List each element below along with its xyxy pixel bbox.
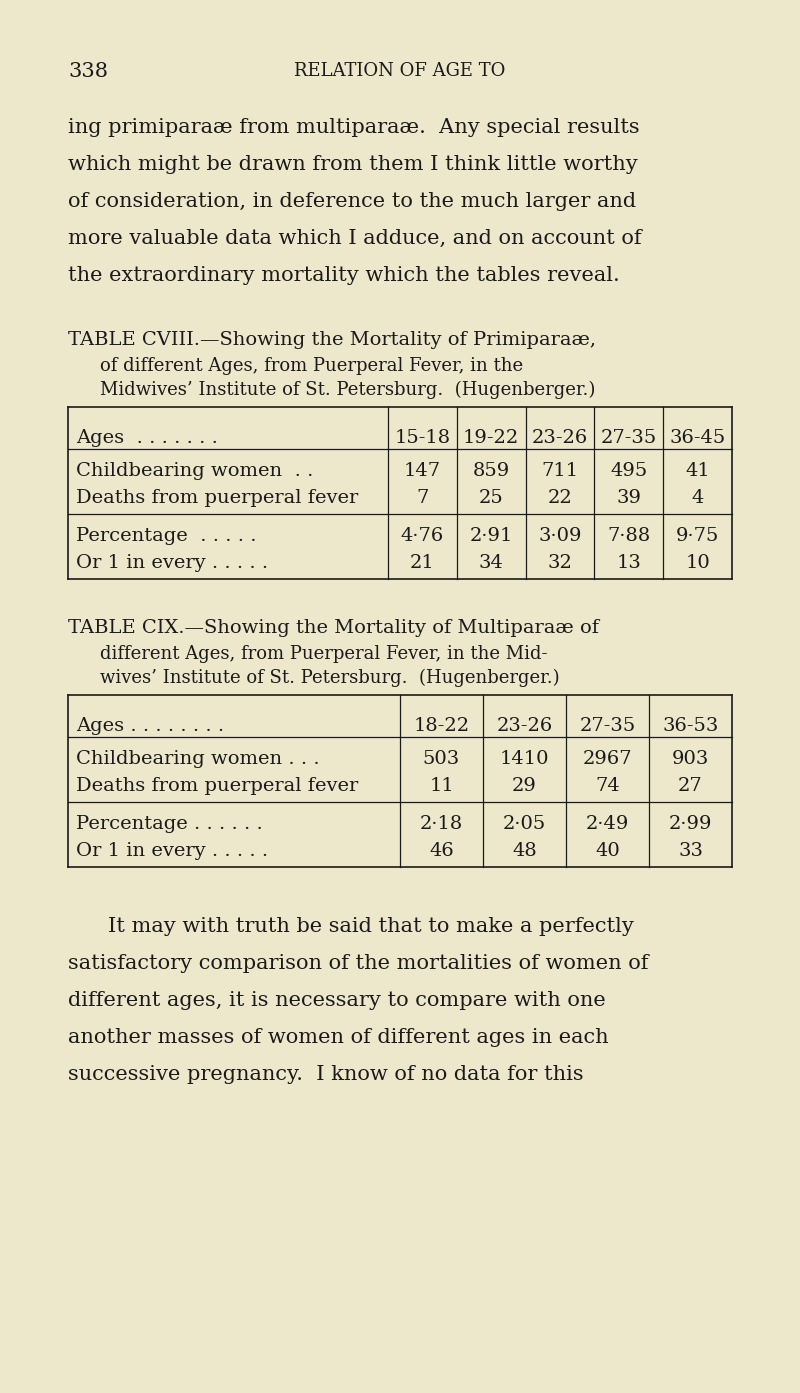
- Text: 2·99: 2·99: [669, 815, 712, 833]
- Text: 21: 21: [410, 554, 434, 573]
- Text: 48: 48: [512, 841, 537, 859]
- Text: 22: 22: [548, 489, 572, 507]
- Text: 3·09: 3·09: [538, 527, 582, 545]
- Text: 25: 25: [479, 489, 503, 507]
- Text: which might be drawn from them I think little worthy: which might be drawn from them I think l…: [68, 155, 638, 174]
- Text: 11: 11: [429, 777, 454, 795]
- Text: TABLE CIX.—Showing the Mortality of Multiparaæ of: TABLE CIX.—Showing the Mortality of Mult…: [68, 618, 599, 637]
- Text: 859: 859: [473, 462, 510, 481]
- Text: Deaths from puerperal fever: Deaths from puerperal fever: [76, 777, 358, 795]
- Text: 29: 29: [512, 777, 537, 795]
- Text: Or 1 in every . . . . .: Or 1 in every . . . . .: [76, 841, 268, 859]
- Text: 2·49: 2·49: [586, 815, 629, 833]
- Text: Childbearing women  . .: Childbearing women . .: [76, 462, 314, 481]
- Text: 495: 495: [610, 462, 647, 481]
- Text: 903: 903: [672, 749, 709, 768]
- Text: 34: 34: [478, 554, 504, 573]
- Text: 23-26: 23-26: [532, 429, 588, 447]
- Text: 2967: 2967: [582, 749, 632, 768]
- Text: wives’ Institute of St. Petersburg.  (Hugenberger.): wives’ Institute of St. Petersburg. (Hug…: [100, 669, 560, 687]
- Text: different ages, it is necessary to compare with one: different ages, it is necessary to compa…: [68, 990, 606, 1010]
- Text: 7·88: 7·88: [607, 527, 650, 545]
- Text: RELATION OF AGE TO: RELATION OF AGE TO: [294, 63, 506, 79]
- Text: 1410: 1410: [500, 749, 550, 768]
- Text: Ages . . . . . . . .: Ages . . . . . . . .: [76, 717, 224, 736]
- Text: 4: 4: [691, 489, 704, 507]
- Text: 74: 74: [595, 777, 620, 795]
- Text: TABLE CVIII.—Showing the Mortality of Primiparaæ,: TABLE CVIII.—Showing the Mortality of Pr…: [68, 332, 596, 350]
- Text: of consideration, in deference to the much larger and: of consideration, in deference to the mu…: [68, 192, 636, 210]
- Text: 39: 39: [616, 489, 642, 507]
- Text: 711: 711: [542, 462, 578, 481]
- Text: 33: 33: [678, 841, 703, 859]
- Text: 2·91: 2·91: [470, 527, 513, 545]
- Text: successive pregnancy.  I know of no data for this: successive pregnancy. I know of no data …: [68, 1066, 584, 1084]
- Text: 40: 40: [595, 841, 620, 859]
- Text: Deaths from puerperal fever: Deaths from puerperal fever: [76, 489, 358, 507]
- Text: 36-53: 36-53: [662, 717, 718, 736]
- Text: 46: 46: [429, 841, 454, 859]
- Text: ing primiparaæ from multiparaæ.  Any special results: ing primiparaæ from multiparaæ. Any spec…: [68, 118, 640, 137]
- Text: 32: 32: [547, 554, 573, 573]
- Text: the extraordinary mortality which the tables reveal.: the extraordinary mortality which the ta…: [68, 266, 620, 286]
- Text: 7: 7: [416, 489, 429, 507]
- Text: 27: 27: [678, 777, 703, 795]
- Text: 18-22: 18-22: [414, 717, 470, 736]
- Text: 10: 10: [686, 554, 710, 573]
- Text: 41: 41: [686, 462, 710, 481]
- Text: satisfactory comparison of the mortalities of women of: satisfactory comparison of the mortaliti…: [68, 954, 649, 972]
- Text: 19-22: 19-22: [463, 429, 519, 447]
- Text: Percentage  . . . . .: Percentage . . . . .: [76, 527, 257, 545]
- Text: different Ages, from Puerperal Fever, in the Mid-: different Ages, from Puerperal Fever, in…: [100, 645, 547, 663]
- Text: 2·18: 2·18: [420, 815, 463, 833]
- Text: more valuable data which I adduce, and on account of: more valuable data which I adduce, and o…: [68, 228, 642, 248]
- Text: 13: 13: [616, 554, 642, 573]
- Text: 36-45: 36-45: [670, 429, 726, 447]
- Text: Or 1 in every . . . . .: Or 1 in every . . . . .: [76, 554, 268, 573]
- Text: of different Ages, from Puerperal Fever, in the: of different Ages, from Puerperal Fever,…: [100, 357, 523, 375]
- Text: It may with truth be said that to make a perfectly: It may with truth be said that to make a…: [108, 917, 634, 936]
- Text: Percentage . . . . . .: Percentage . . . . . .: [76, 815, 262, 833]
- Text: 4·76: 4·76: [401, 527, 444, 545]
- Text: 27-35: 27-35: [601, 429, 657, 447]
- Text: Childbearing women . . .: Childbearing women . . .: [76, 749, 320, 768]
- Text: 147: 147: [404, 462, 441, 481]
- Text: Midwives’ Institute of St. Petersburg.  (Hugenberger.): Midwives’ Institute of St. Petersburg. (…: [100, 382, 595, 400]
- Text: 9·75: 9·75: [676, 527, 719, 545]
- Text: 2·05: 2·05: [503, 815, 546, 833]
- Text: 15-18: 15-18: [394, 429, 450, 447]
- Text: 23-26: 23-26: [496, 717, 553, 736]
- Text: 503: 503: [423, 749, 460, 768]
- Text: 338: 338: [68, 63, 108, 81]
- Text: Ages  . . . . . . .: Ages . . . . . . .: [76, 429, 218, 447]
- Text: another masses of women of different ages in each: another masses of women of different age…: [68, 1028, 609, 1048]
- Text: 27-35: 27-35: [579, 717, 636, 736]
